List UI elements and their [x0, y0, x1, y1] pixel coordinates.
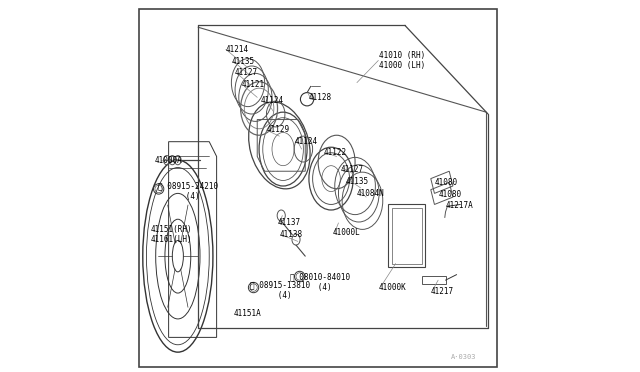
- Text: 41000K: 41000K: [379, 283, 407, 292]
- Text: 41151A: 41151A: [233, 309, 261, 318]
- Bar: [388, 205, 425, 267]
- Text: 41214: 41214: [226, 45, 249, 54]
- Text: 41135: 41135: [346, 177, 369, 186]
- Text: 41137: 41137: [278, 218, 301, 227]
- Text: 41124: 41124: [294, 137, 317, 146]
- Text: 41080: 41080: [435, 178, 458, 187]
- Text: 41000L: 41000L: [333, 228, 361, 237]
- Text: Ⓑ 08010-84010
      (4): Ⓑ 08010-84010 (4): [291, 272, 351, 292]
- Text: 41080: 41080: [439, 190, 462, 199]
- Text: A⋅0303: A⋅0303: [451, 353, 477, 360]
- Text: 41121: 41121: [241, 80, 264, 89]
- Text: 41127: 41127: [235, 68, 258, 77]
- Text: Ⓜ 08915-13810
      (4): Ⓜ 08915-13810 (4): [250, 280, 310, 300]
- Text: Ⓜ 08915-24210
      (4): Ⓜ 08915-24210 (4): [157, 182, 218, 201]
- Text: 41138: 41138: [280, 230, 303, 239]
- Text: 41217A: 41217A: [445, 201, 474, 210]
- Text: 41127: 41127: [340, 165, 364, 174]
- Text: 41122: 41122: [324, 148, 347, 157]
- Text: 41000A: 41000A: [155, 155, 182, 165]
- Bar: [392, 208, 422, 263]
- Text: 41010 (RH)
41000 (LH): 41010 (RH) 41000 (LH): [379, 51, 426, 70]
- Text: 41124: 41124: [261, 96, 284, 105]
- Text: 41084N: 41084N: [357, 189, 385, 198]
- Text: 41151(RH)
41161(LH): 41151(RH) 41161(LH): [150, 225, 192, 244]
- Text: 41135: 41135: [232, 57, 255, 66]
- Text: 41217: 41217: [431, 287, 454, 296]
- Text: 41129: 41129: [266, 125, 289, 134]
- Text: 41128: 41128: [309, 93, 332, 102]
